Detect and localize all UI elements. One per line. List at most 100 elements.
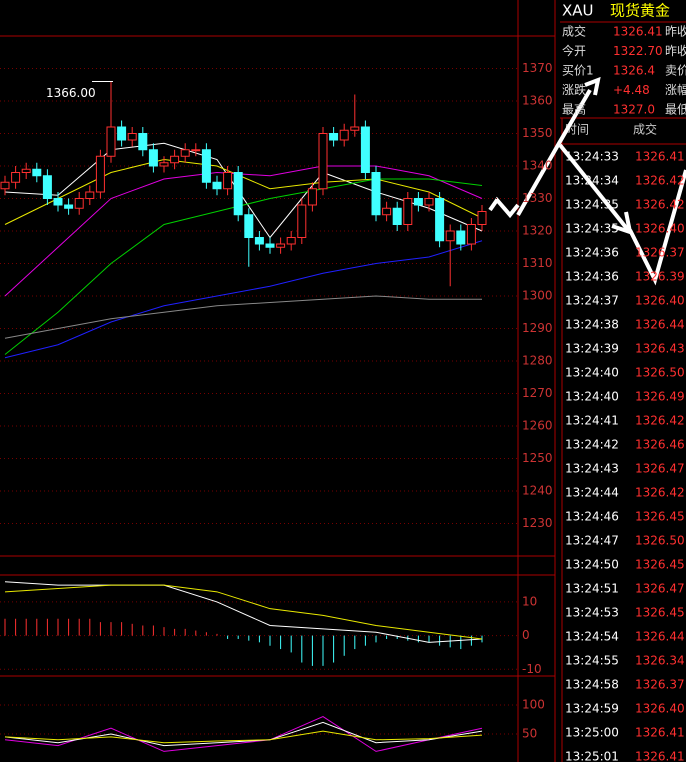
quote-label: 最高 [562,102,586,117]
tick-price: 1326.44 [635,630,685,644]
tick-time: 13:24:55 [565,654,619,668]
candle-body [477,211,487,225]
y-tick-label: 1300 [522,289,553,303]
indicator-line [4,240,483,359]
quote-value: 1322.70 [613,44,663,58]
candle-body [95,155,105,193]
tick-time: 13:24:39 [565,342,619,356]
quote-label: 最低 [665,103,686,117]
tick-time: 13:24:37 [565,294,619,308]
candle-body [106,126,116,157]
tick-time: 13:24:58 [565,678,619,692]
candle-body [435,198,445,242]
candle-body [265,243,275,248]
y-tick-label: 100 [522,698,545,712]
candle-body [223,172,233,190]
tick-price: 1326.41 [635,750,685,762]
candle-body [445,230,455,242]
tick-price: 1326.50 [635,534,685,548]
y-tick-label: 0 [522,628,530,642]
candle-body [254,237,264,245]
tick-price: 1326.41 [635,150,685,164]
candle-body [127,133,137,141]
tick-price: 1326.44 [635,318,685,332]
quote-label: 买价1 [562,64,594,78]
tick-price: 1326.41 [635,726,685,740]
candle-body [64,204,74,209]
quote-label: 昨收 [665,44,686,58]
indicator-line [4,158,483,225]
candle-body [360,126,370,173]
symbol-name: 现货黄金 [610,2,670,20]
indicator-line [4,730,483,744]
candle-body [32,168,42,177]
y-tick-label: 1280 [522,354,553,368]
tick-price: 1326.39 [635,270,685,284]
tick-time: 13:24:54 [565,630,619,644]
quote-label: 涨跌 [562,82,586,97]
candle-body [466,224,476,245]
candle-body [339,129,349,141]
tick-price: 1326.42 [635,198,685,212]
candle-body [212,181,222,190]
candle-body [159,162,169,167]
candle-body [392,207,402,225]
plot: 1370 1360 1350 1340 1330 1320 1310 1300 1290 1280… [0,61,553,752]
col-header: 成交 [633,122,657,137]
y-tick-label: 1270 [522,386,553,400]
candle-body [21,168,31,173]
tick-price: 1326.43 [635,342,685,356]
candle-body [413,198,423,206]
indicator-line [4,178,483,355]
quote-label: 今开 [562,43,586,58]
candle-body [0,181,10,190]
tick-price: 1326.45 [635,606,685,620]
y-tick-label: 1320 [522,224,553,238]
quote-label: 昨收 [665,25,686,39]
y-tick-label: 1350 [522,126,553,140]
tick-time: 13:24:35 [565,198,619,212]
tick-time: 13:24:41 [565,414,619,428]
tick-price: 1326.42 [635,174,685,188]
y-tick-label: -10 [522,662,542,676]
tick-time: 13:24:40 [565,390,619,404]
tick-time: 13:24:51 [565,582,619,596]
tick-time: 13:24:38 [565,318,619,332]
tick-price: 1326.46 [635,438,685,452]
tick-time: 13:24:33 [565,150,619,164]
candle-body [138,133,148,151]
indicator-line [4,584,483,640]
candle-body [244,214,254,238]
tick-time: 13:24:35 [565,222,619,236]
symbol: XAU [562,2,594,20]
candle-body [11,172,21,183]
tick-time: 13:24:59 [565,702,619,716]
tick-time: 13:24:50 [565,558,619,572]
y-tick-label: 1330 [522,191,553,205]
candle-body [233,172,243,216]
candle-body [382,207,392,216]
tick-price: 1326.47 [635,582,685,596]
tick-price: 1326.37 [635,246,685,260]
candle-body [53,198,63,206]
tick-time: 13:24:36 [565,270,619,284]
y-tick-label: 1360 [522,94,553,108]
tick-time: 13:24:44 [565,486,619,500]
y-tick-label: 10 [522,594,537,608]
y-tick-label: 1230 [522,516,553,530]
candle-body [350,126,360,131]
quote-value: 1326.41 [613,25,663,39]
candle-body [85,191,95,199]
y-tick-label: 1250 [522,451,553,465]
tick-time: 13:24:34 [565,174,619,188]
tick-price: 1326.47 [635,462,685,476]
tick-price: 1326.40 [635,222,685,236]
candle-body [307,188,317,206]
tick-time: 13:25:01 [565,750,619,762]
y-tick-label: 1370 [522,61,553,75]
tick-time: 13:24:46 [565,510,619,524]
tick-time: 13:24:47 [565,534,619,548]
candle-body [286,237,296,245]
